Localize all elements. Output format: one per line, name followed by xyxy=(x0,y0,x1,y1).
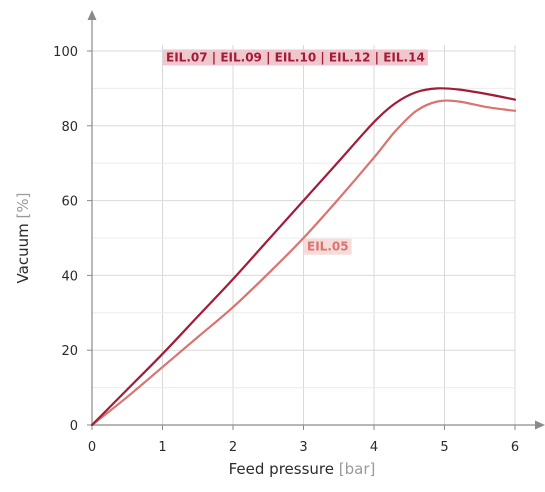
y-axis-unit: [%] xyxy=(14,193,32,219)
x-tick-label-3: 3 xyxy=(299,440,307,455)
series-labels: EIL.07 | EIL.09 | EIL.10 | EIL.12 | EIL.… xyxy=(163,49,428,255)
y-tick-label-4: 80 xyxy=(61,120,78,135)
y-tick-label-0: 0 xyxy=(70,419,78,434)
x-axis-label: Feed pressure xyxy=(229,460,334,478)
y-tick-label-3: 60 xyxy=(61,195,78,210)
x-axis-unit: [bar] xyxy=(339,460,376,478)
series-label-text-0: EIL.07 | EIL.09 | EIL.10 | EIL.12 | EIL.… xyxy=(166,50,425,64)
y-tick-label-2: 40 xyxy=(61,269,78,284)
y-axis-arrow-icon xyxy=(87,10,97,20)
series-lines xyxy=(90,87,517,427)
x-axis-title: Feed pressure [bar] xyxy=(229,460,376,478)
series-label-bg-0 xyxy=(163,49,428,66)
series-line-1 xyxy=(90,99,517,427)
x-tick-label-4: 4 xyxy=(370,440,378,455)
x-tick-label-0: 0 xyxy=(88,440,96,455)
series-label-bg-1 xyxy=(304,238,352,255)
y-axis-label: Vacuum xyxy=(14,223,32,283)
x-tick-label-5: 5 xyxy=(440,440,448,455)
grid xyxy=(92,45,516,425)
series-line-0 xyxy=(90,87,517,427)
y-tick-label-5: 100 xyxy=(53,45,78,60)
x-tick-label-6: 6 xyxy=(511,440,519,455)
x-tick-label-2: 2 xyxy=(229,440,237,455)
series-label-1: EIL.05 xyxy=(304,238,352,255)
x-axis-arrow-icon xyxy=(535,420,545,430)
axes xyxy=(87,10,545,430)
y-tick-label-1: 20 xyxy=(61,344,78,359)
y-axis-title: Vacuum [%] xyxy=(14,193,32,284)
series-label-0: EIL.07 | EIL.09 | EIL.10 | EIL.12 | EIL.… xyxy=(163,49,428,66)
series-label-text-1: EIL.05 xyxy=(307,240,349,254)
x-tick-label-1: 1 xyxy=(158,440,166,455)
